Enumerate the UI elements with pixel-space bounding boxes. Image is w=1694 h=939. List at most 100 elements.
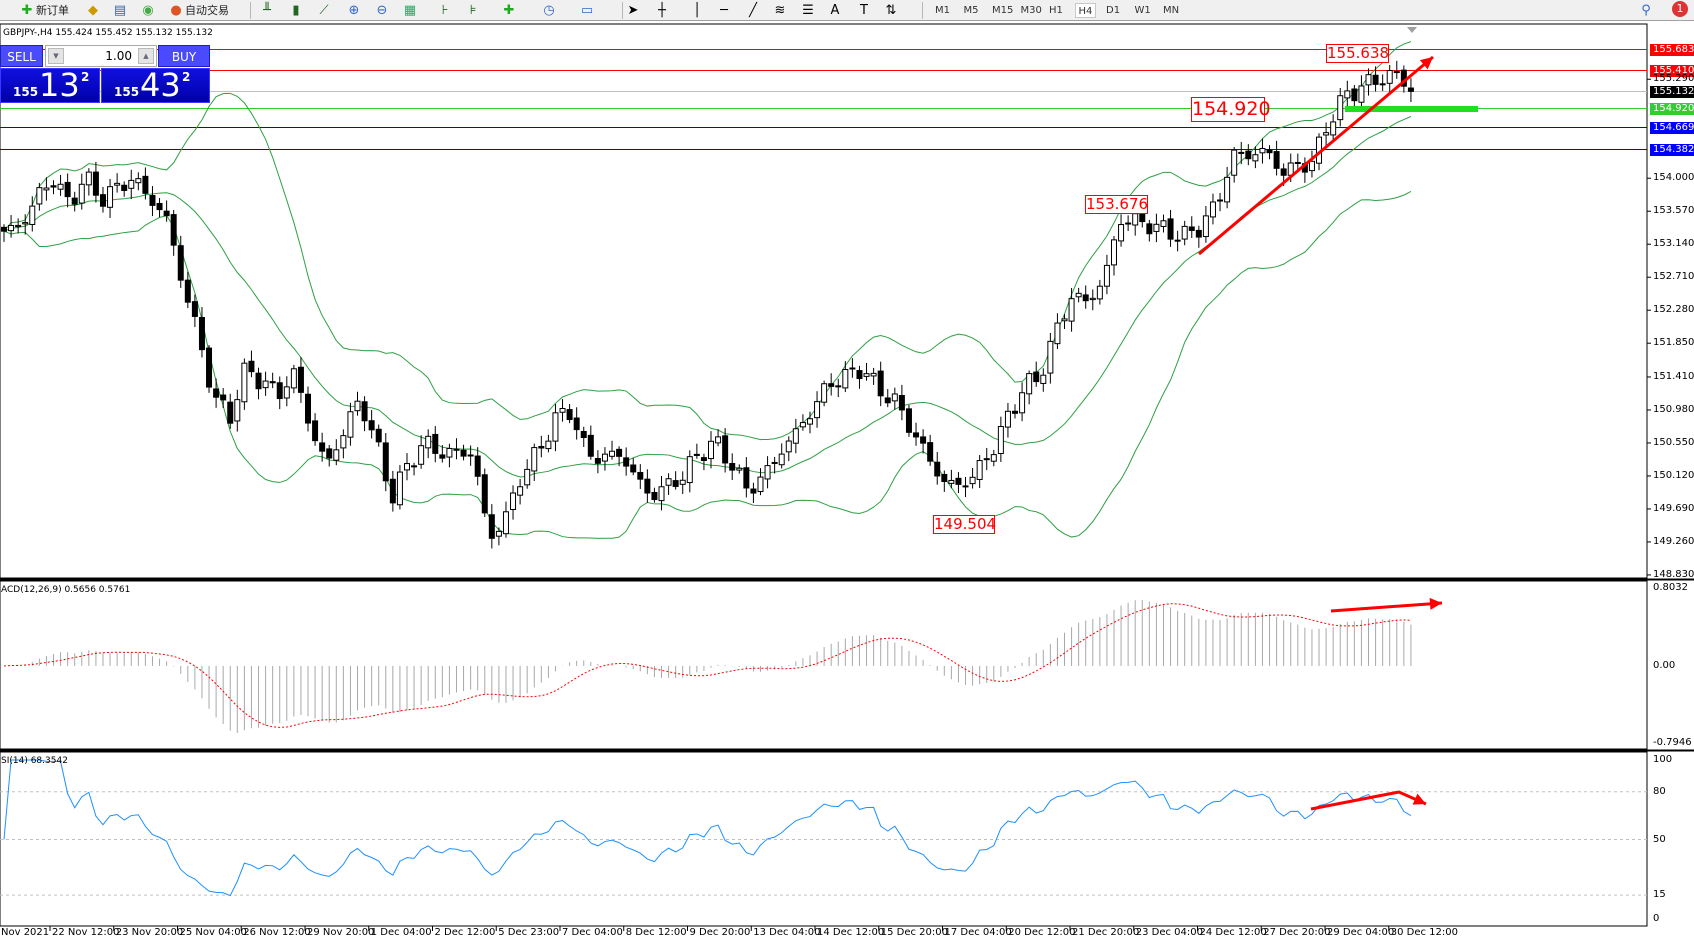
auto-trading-icon[interactable]: ● bbox=[170, 3, 182, 18]
arrows-icon[interactable]: ⇅ bbox=[885, 3, 897, 18]
candle bbox=[396, 471, 403, 506]
candle bbox=[234, 399, 241, 422]
vertical-line-icon[interactable]: │ bbox=[693, 3, 701, 18]
time-axis-label: 30 Dec 12:00 bbox=[1390, 927, 1459, 938]
candle bbox=[446, 447, 453, 458]
market-watch-icon[interactable]: ▤ bbox=[113, 3, 127, 18]
time-axis-label: 8 Dec 12:00 bbox=[625, 927, 687, 938]
price-annotation-mid[interactable]: 153.676 bbox=[1085, 195, 1149, 214]
timeframe-h1[interactable]: H1 bbox=[1049, 5, 1063, 16]
candle bbox=[418, 445, 425, 465]
price-annotation-high[interactable]: 155.638 bbox=[1326, 44, 1390, 63]
bar-chart-icon[interactable]: ╨ bbox=[263, 3, 271, 18]
macd-signal-line bbox=[3, 603, 1411, 728]
rsi-label: SI(14) 68.3542 bbox=[1, 756, 68, 766]
channel-icon[interactable]: ≋ bbox=[774, 3, 786, 18]
signals-icon[interactable]: ◉ bbox=[142, 3, 154, 18]
line-chart-icon[interactable]: ⟋ bbox=[319, 3, 329, 18]
sell-price[interactable]: 155 13 2 bbox=[0, 66, 100, 104]
candle bbox=[206, 347, 213, 388]
candle bbox=[1273, 151, 1280, 169]
zoom-out-icon[interactable]: ⊖ bbox=[376, 3, 388, 18]
chart-header: GBPJPY-,H4 155.424 155.452 155.132 155.1… bbox=[3, 28, 213, 38]
candle bbox=[587, 434, 594, 457]
new-order-button[interactable]: 新订单 bbox=[36, 4, 69, 17]
timeframe-w1[interactable]: W1 bbox=[1134, 5, 1151, 16]
macd-axis-label: -0.7946 bbox=[1653, 737, 1692, 748]
candle bbox=[170, 214, 177, 246]
candlestick-chart-icon[interactable]: ▮ bbox=[292, 3, 300, 18]
candle bbox=[1153, 223, 1160, 232]
time-axis-label: 9 Dec 20:00 bbox=[689, 927, 751, 938]
candle bbox=[708, 440, 714, 460]
candle bbox=[799, 422, 806, 428]
timeframe-h4[interactable]: H4 bbox=[1074, 3, 1097, 18]
lot-size-value[interactable]: 1.00 bbox=[105, 49, 132, 63]
price-annotation-low[interactable]: 149.504 bbox=[933, 515, 997, 534]
candle bbox=[1004, 410, 1011, 428]
auto-trading-button[interactable]: 自动交易 bbox=[185, 4, 229, 17]
tile-windows-icon[interactable]: ▦ bbox=[403, 3, 417, 18]
crosshair-icon[interactable]: ┼ bbox=[658, 3, 666, 18]
candle bbox=[241, 362, 248, 403]
candle bbox=[1082, 294, 1089, 302]
lot-increase-button[interactable]: ▲ bbox=[138, 48, 154, 64]
candle bbox=[1238, 151, 1245, 154]
metaeditor-icon[interactable]: ◆ bbox=[88, 3, 98, 18]
search-icon[interactable]: ⚲ bbox=[1641, 3, 1651, 18]
new-order-icon[interactable]: ✚ bbox=[21, 3, 33, 18]
horizontal-line-icon[interactable]: ─ bbox=[720, 3, 728, 18]
candle bbox=[283, 386, 290, 399]
candle bbox=[1089, 297, 1096, 301]
timeframe-mn[interactable]: MN bbox=[1163, 5, 1180, 16]
text-icon[interactable]: A bbox=[830, 3, 840, 18]
candle bbox=[601, 453, 608, 462]
candle bbox=[495, 530, 502, 537]
candle bbox=[545, 440, 552, 450]
indicators-icon[interactable]: ✚ bbox=[503, 3, 515, 18]
candle bbox=[1167, 218, 1174, 240]
timeframe-m15[interactable]: M15 bbox=[992, 5, 1014, 16]
price-axis-label: 150.980 bbox=[1653, 403, 1694, 415]
time-axis-label: 20 Dec 12:00 bbox=[1008, 927, 1076, 938]
cursor-icon[interactable]: ➤ bbox=[627, 3, 639, 18]
candle bbox=[411, 465, 418, 468]
timeframe-m5[interactable]: M5 bbox=[963, 5, 979, 16]
candle bbox=[1103, 264, 1110, 287]
zoom-in-icon[interactable]: ⊕ bbox=[348, 3, 360, 18]
lot-size-field[interactable]: ▼ 1.00 ▲ bbox=[45, 45, 157, 67]
candle bbox=[121, 184, 128, 191]
candle bbox=[71, 197, 78, 205]
timeframe-m30[interactable]: M30 bbox=[1020, 5, 1042, 16]
candle bbox=[64, 181, 71, 198]
candle bbox=[198, 317, 205, 351]
fibonacci-icon[interactable]: ☰ bbox=[802, 3, 814, 18]
buy-button[interactable]: BUY bbox=[158, 45, 210, 67]
buy-price[interactable]: 155 43 2 bbox=[101, 66, 210, 104]
candle bbox=[312, 420, 319, 442]
price-line-label: 154.920 bbox=[1650, 102, 1694, 115]
trendline-icon[interactable]: ╱ bbox=[749, 3, 757, 18]
autoscroll-icon[interactable]: ⊦ bbox=[441, 3, 449, 18]
candle bbox=[135, 178, 142, 184]
candle bbox=[488, 514, 495, 539]
candle bbox=[248, 360, 255, 373]
periods-icon[interactable]: ◷ bbox=[543, 3, 555, 18]
chart-shift-icon[interactable]: ⊧ bbox=[469, 3, 477, 18]
candle bbox=[913, 432, 920, 438]
candle bbox=[276, 382, 283, 400]
time-axis-label: 5 Dec 23:00 bbox=[498, 927, 560, 938]
text-label-icon[interactable]: T bbox=[860, 3, 868, 18]
timeframe-m1[interactable]: M1 bbox=[935, 5, 950, 16]
timeframe-d1[interactable]: D1 bbox=[1106, 5, 1121, 16]
sell-button[interactable]: SELL bbox=[0, 45, 43, 67]
chart-shift-marker bbox=[1407, 27, 1417, 33]
candle bbox=[114, 182, 121, 186]
candle bbox=[1047, 340, 1054, 374]
templates-icon[interactable]: ▭ bbox=[580, 3, 594, 18]
price-annotation-support[interactable]: 154.920 bbox=[1191, 97, 1271, 122]
notification-badge[interactable]: 1 bbox=[1672, 1, 1688, 17]
lot-decrease-button[interactable]: ▼ bbox=[48, 48, 64, 64]
candle bbox=[644, 478, 651, 494]
